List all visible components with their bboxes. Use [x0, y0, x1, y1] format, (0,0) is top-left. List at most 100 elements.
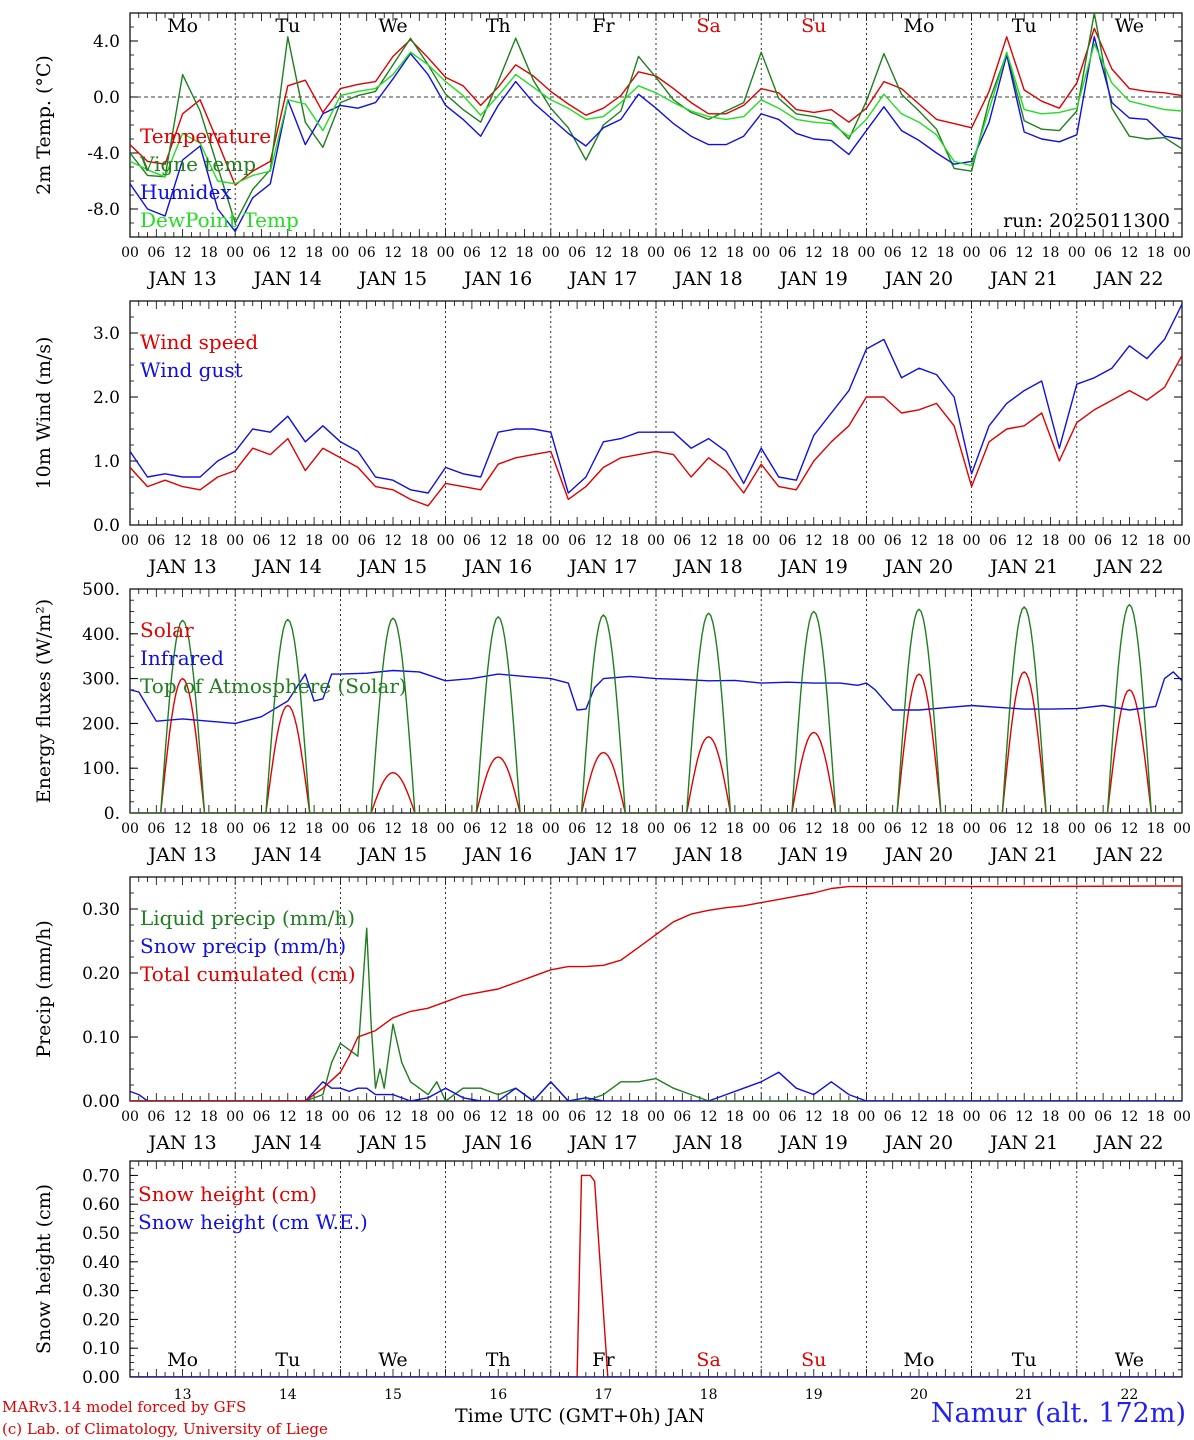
series-group	[130, 13, 1182, 233]
y-tick-label: 0.20	[82, 1310, 120, 1330]
series-line-1	[130, 1174, 1182, 1377]
y-tick-label: 2.0	[93, 388, 120, 408]
x-date-label: JAN 15	[357, 844, 427, 866]
x-hour-label: 18	[726, 533, 744, 549]
y-tick-label: 0.50	[82, 1224, 120, 1244]
weekday-label: Th	[486, 1349, 511, 1371]
x-hour-label: 00	[857, 245, 875, 261]
x-hour-label: 00	[647, 533, 665, 549]
x-hour-label: 00	[437, 821, 455, 837]
x-hour-label: 06	[147, 245, 165, 261]
x-hour-label: 06	[568, 1109, 586, 1125]
x-hour-label: 00	[226, 245, 244, 261]
panel-3: 500. 400. 300. 200. 100. 0. Energy fluxes (W/m…	[33, 580, 1191, 866]
weekday-label: Mo	[167, 1349, 198, 1371]
y-tick-label: 0.00	[82, 1368, 120, 1388]
weekday-label: Su	[801, 1349, 826, 1371]
y-tick-label: 0.0	[93, 516, 120, 536]
x-hour-label: 06	[358, 1109, 376, 1125]
x-hour-label: 00	[226, 533, 244, 549]
x-hour-label: 12	[1015, 1109, 1033, 1125]
y-tick-label: 0.40	[82, 1253, 120, 1273]
x-hour-label: 06	[253, 821, 271, 837]
series-line-3	[130, 604, 1182, 813]
legend-entry: Infrared	[140, 646, 224, 670]
x-date-label: JAN 18	[673, 844, 743, 866]
legend-entry: Snow precip (mm/h)	[140, 934, 346, 958]
series-line-2	[130, 303, 1182, 494]
x-hour-label: 18	[621, 821, 639, 837]
x-date-label: JAN 14	[252, 844, 322, 866]
weekday-label: Mo	[904, 1349, 935, 1371]
x-date-label: JAN 14	[252, 556, 322, 578]
legend-entry: Temperature	[140, 124, 271, 148]
x-hour-label: 00	[1173, 533, 1191, 549]
x-hour-label: 12	[910, 533, 928, 549]
legend-entry: Snow height (cm)	[138, 1182, 317, 1206]
x-date-label: JAN 13	[147, 844, 217, 866]
series-group	[130, 604, 1182, 813]
x-hour-label: 06	[884, 821, 902, 837]
x-date-label: JAN 19	[778, 556, 848, 578]
x-date-label: JAN 18	[673, 1132, 743, 1154]
x-date-label: JAN 20	[883, 1132, 953, 1154]
legend-entry: Solar	[140, 618, 194, 642]
x-hour-label: 18	[200, 1109, 218, 1125]
x-hour-label: 06	[884, 245, 902, 261]
weekday-label: Su	[801, 15, 826, 37]
x-date-label: JAN 21	[988, 1132, 1058, 1154]
x-hour-label: 06	[779, 533, 797, 549]
x-hour-label: 18	[831, 245, 849, 261]
x-hour-label: 12	[910, 821, 928, 837]
x-hour-label: 12	[805, 1109, 823, 1125]
weekday-label: We	[1115, 15, 1144, 37]
x-hour-label: 18	[621, 1109, 639, 1125]
y-axis-label: Precip (mm/h)	[33, 920, 55, 1058]
series-line-4	[130, 43, 1182, 185]
x-hour-label: 12	[384, 1109, 402, 1125]
y-tick-label: 1.0	[93, 452, 120, 472]
x-hour-label: 06	[253, 1109, 271, 1125]
legend-entry: Wind speed	[140, 330, 258, 354]
x-hour-label: 12	[1015, 245, 1033, 261]
weekday-label: Th	[486, 15, 511, 37]
x-hour-label: 18	[200, 821, 218, 837]
weekday-label: Tu	[275, 15, 300, 37]
y-tick-label: 0.30	[82, 900, 120, 920]
x-date-label: JAN 16	[462, 556, 532, 578]
x-hour-label: 18	[410, 533, 428, 549]
x-hour-label: 12	[384, 533, 402, 549]
x-hour-label: 06	[673, 245, 691, 261]
x-hour-label: 00	[226, 821, 244, 837]
y-tick-label: 400.	[82, 625, 120, 645]
x-hour-label: 06	[568, 821, 586, 837]
x-hour-label: 00	[752, 533, 770, 549]
x-date-label: JAN 20	[883, 556, 953, 578]
x-date-label: JAN 21	[988, 556, 1058, 578]
x-hour-label: 06	[358, 533, 376, 549]
y-axis-label: Energy fluxes (W/m²)	[33, 599, 55, 803]
x-hour-label: 12	[489, 245, 507, 261]
x-date-label: JAN 21	[988, 844, 1058, 866]
weekday-label: We	[1115, 1349, 1144, 1371]
x-date-label: JAN 19	[778, 1132, 848, 1154]
weekday-label: Fr	[592, 15, 615, 37]
x-hour-label: 18	[1147, 1109, 1165, 1125]
x-hour-label: 12	[910, 245, 928, 261]
panel-5: 0.70 0.60 0.50 0.40 0.30 0.20 0.10 0.00 Snow hei…	[33, 1160, 1183, 1388]
x-date-label: JAN 19	[778, 268, 848, 290]
station-name: Namur (alt. 172m)	[930, 1398, 1186, 1429]
day-number-label: 19	[805, 1387, 823, 1403]
x-hour-label: 12	[805, 245, 823, 261]
x-hour-label: 18	[516, 245, 534, 261]
x-hour-label: 12	[174, 533, 192, 549]
x-hour-label: 00	[331, 821, 349, 837]
x-hour-label: 12	[279, 1109, 297, 1125]
x-hour-label: 12	[700, 533, 718, 549]
x-hour-label: 12	[594, 533, 612, 549]
x-hour-label: 06	[884, 533, 902, 549]
series-line-1	[130, 927, 1182, 1101]
x-hour-label: 00	[437, 533, 455, 549]
weekday-label: We	[378, 15, 407, 37]
